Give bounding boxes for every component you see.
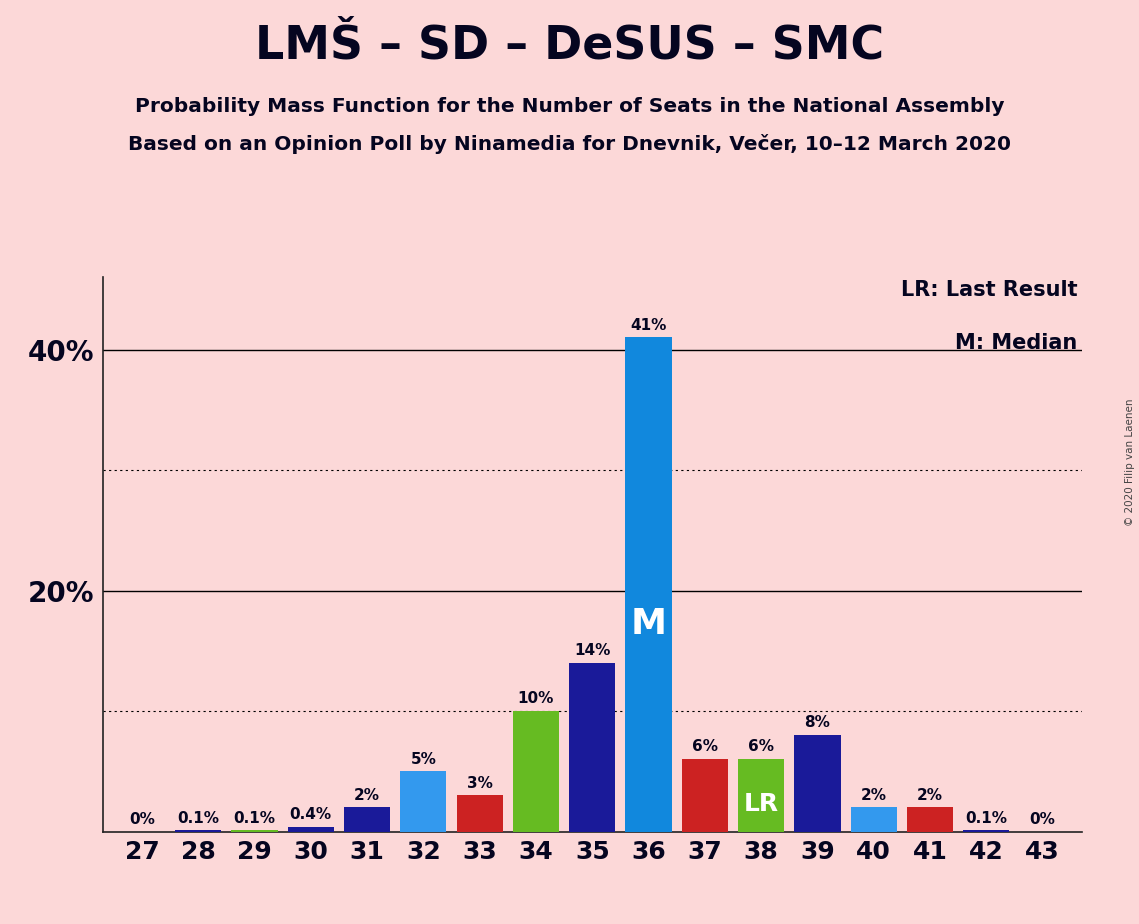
Text: 0.4%: 0.4%: [289, 807, 331, 822]
Text: 0.1%: 0.1%: [966, 810, 1007, 825]
Text: LR: Last Result: LR: Last Result: [901, 280, 1077, 300]
Bar: [964, 831, 1009, 832]
Bar: [457, 796, 502, 832]
Text: 6%: 6%: [691, 739, 718, 755]
Bar: [625, 337, 672, 832]
Bar: [231, 831, 278, 832]
Text: 5%: 5%: [410, 751, 436, 767]
Bar: [907, 808, 953, 832]
Text: 0.1%: 0.1%: [178, 810, 219, 825]
Text: 2%: 2%: [354, 787, 380, 803]
Text: M: M: [631, 607, 666, 641]
Bar: [175, 831, 221, 832]
Text: © 2020 Filip van Laenen: © 2020 Filip van Laenen: [1125, 398, 1134, 526]
Text: 14%: 14%: [574, 643, 611, 658]
Text: M: Median: M: Median: [954, 333, 1077, 353]
Text: 2%: 2%: [861, 787, 887, 803]
Bar: [570, 663, 615, 832]
Text: Probability Mass Function for the Number of Seats in the National Assembly: Probability Mass Function for the Number…: [134, 97, 1005, 116]
Bar: [851, 808, 896, 832]
Text: 0%: 0%: [1030, 812, 1056, 827]
Text: Based on an Opinion Poll by Ninamedia for Dnevnik, Večer, 10–12 March 2020: Based on an Opinion Poll by Ninamedia fo…: [128, 134, 1011, 154]
Text: 0%: 0%: [129, 812, 155, 827]
Text: LR: LR: [744, 792, 779, 816]
Text: 2%: 2%: [917, 787, 943, 803]
Bar: [513, 711, 559, 832]
Bar: [288, 827, 334, 832]
Bar: [400, 772, 446, 832]
Bar: [738, 760, 785, 832]
Bar: [682, 760, 728, 832]
Text: LMŠ – SD – DeSUS – SMC: LMŠ – SD – DeSUS – SMC: [255, 23, 884, 68]
Text: 3%: 3%: [467, 775, 493, 791]
Bar: [794, 736, 841, 832]
Text: 10%: 10%: [518, 691, 555, 706]
Text: 0.1%: 0.1%: [233, 810, 276, 825]
Bar: [344, 808, 391, 832]
Text: 6%: 6%: [748, 739, 775, 755]
Text: 8%: 8%: [804, 715, 830, 730]
Text: 41%: 41%: [630, 318, 666, 333]
